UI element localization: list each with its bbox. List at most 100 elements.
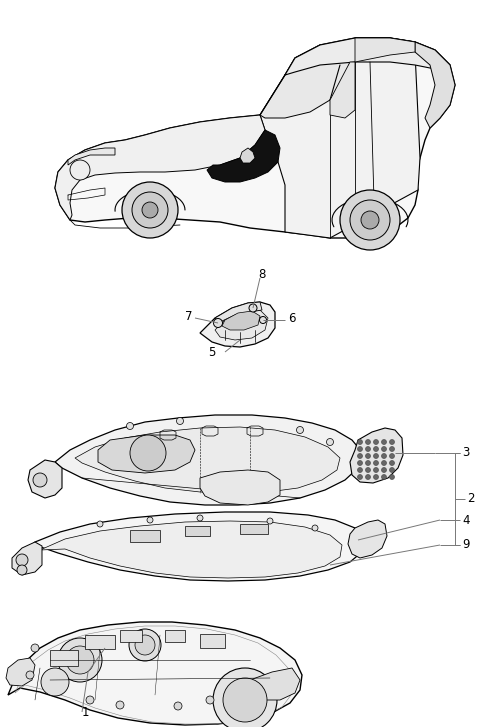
Circle shape — [122, 182, 178, 238]
Circle shape — [350, 200, 390, 240]
Text: 2: 2 — [467, 492, 475, 505]
Circle shape — [26, 671, 34, 679]
Circle shape — [41, 668, 69, 696]
Polygon shape — [55, 38, 455, 238]
Bar — [200, 634, 225, 648]
Polygon shape — [98, 435, 195, 473]
Circle shape — [142, 202, 158, 218]
Circle shape — [389, 440, 395, 444]
Circle shape — [365, 460, 371, 465]
Circle shape — [297, 427, 303, 433]
Circle shape — [312, 525, 318, 531]
Bar — [50, 650, 78, 666]
Bar — [240, 524, 268, 534]
Polygon shape — [260, 38, 420, 238]
Circle shape — [135, 635, 155, 655]
Circle shape — [267, 518, 273, 524]
Circle shape — [358, 446, 362, 451]
Circle shape — [132, 192, 168, 228]
Text: 8: 8 — [258, 268, 265, 281]
Circle shape — [340, 190, 400, 250]
Circle shape — [206, 696, 214, 704]
Polygon shape — [348, 520, 387, 558]
Text: 5: 5 — [208, 345, 216, 358]
Circle shape — [365, 440, 371, 444]
Bar — [120, 630, 142, 642]
Polygon shape — [40, 521, 342, 578]
Circle shape — [70, 160, 90, 180]
Circle shape — [382, 440, 386, 444]
Polygon shape — [245, 668, 300, 700]
Circle shape — [17, 565, 27, 575]
Circle shape — [382, 454, 386, 459]
Circle shape — [365, 446, 371, 451]
Circle shape — [260, 316, 266, 324]
Circle shape — [358, 460, 362, 465]
Circle shape — [33, 473, 47, 487]
Circle shape — [361, 211, 379, 229]
Circle shape — [326, 438, 334, 446]
Circle shape — [16, 554, 28, 566]
Polygon shape — [330, 62, 355, 118]
Circle shape — [249, 304, 257, 312]
Polygon shape — [350, 428, 403, 483]
Circle shape — [66, 646, 94, 674]
Circle shape — [389, 454, 395, 459]
Bar — [165, 630, 185, 642]
Polygon shape — [55, 415, 362, 505]
Polygon shape — [415, 42, 455, 128]
Circle shape — [174, 702, 182, 710]
Circle shape — [213, 668, 277, 727]
Circle shape — [389, 467, 395, 473]
Polygon shape — [28, 460, 62, 498]
Text: 9: 9 — [462, 539, 469, 552]
Circle shape — [127, 422, 133, 430]
Polygon shape — [20, 512, 365, 581]
Text: 6: 6 — [288, 313, 296, 326]
Circle shape — [197, 515, 203, 521]
Circle shape — [382, 475, 386, 480]
Bar — [130, 530, 160, 542]
Polygon shape — [240, 148, 255, 163]
Text: 4: 4 — [462, 513, 469, 526]
Polygon shape — [285, 38, 450, 75]
Polygon shape — [75, 427, 340, 493]
Circle shape — [373, 454, 379, 459]
Circle shape — [214, 318, 223, 327]
Polygon shape — [222, 311, 260, 330]
Circle shape — [389, 475, 395, 480]
Polygon shape — [200, 302, 275, 347]
Circle shape — [97, 521, 103, 527]
Circle shape — [365, 475, 371, 480]
Circle shape — [365, 454, 371, 459]
Circle shape — [86, 696, 94, 704]
Circle shape — [358, 454, 362, 459]
Polygon shape — [12, 542, 42, 575]
Text: 1: 1 — [82, 705, 89, 718]
Circle shape — [358, 467, 362, 473]
Circle shape — [373, 440, 379, 444]
Polygon shape — [207, 130, 280, 182]
Circle shape — [373, 446, 379, 451]
Circle shape — [389, 460, 395, 465]
Bar — [85, 635, 115, 649]
Circle shape — [389, 446, 395, 451]
Polygon shape — [6, 658, 35, 686]
Circle shape — [116, 701, 124, 709]
Circle shape — [177, 417, 183, 425]
Circle shape — [373, 460, 379, 465]
Polygon shape — [8, 622, 302, 725]
Polygon shape — [215, 302, 262, 322]
Text: 7: 7 — [185, 310, 192, 323]
Circle shape — [147, 517, 153, 523]
Circle shape — [31, 644, 39, 652]
Circle shape — [129, 629, 161, 661]
Circle shape — [358, 475, 362, 480]
Bar — [185, 526, 210, 536]
Polygon shape — [215, 310, 268, 340]
Polygon shape — [200, 470, 280, 505]
Circle shape — [373, 467, 379, 473]
Text: 3: 3 — [462, 446, 469, 459]
Circle shape — [382, 460, 386, 465]
Polygon shape — [355, 38, 415, 62]
